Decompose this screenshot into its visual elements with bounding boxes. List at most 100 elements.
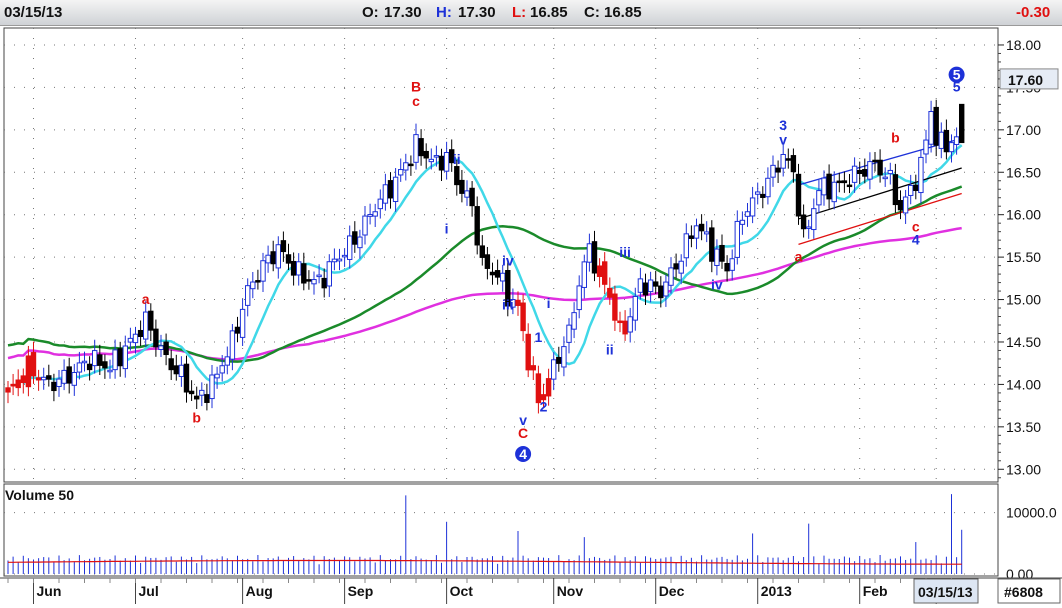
candle (556, 346, 562, 372)
candle-body (841, 180, 848, 184)
candle-body (66, 366, 72, 384)
candle (158, 334, 164, 357)
candle (311, 271, 317, 295)
candle-body (596, 265, 603, 277)
candle (15, 369, 21, 397)
wave-label: i (445, 220, 449, 236)
candle-body (673, 263, 679, 270)
low-label: L: (512, 4, 527, 21)
y-tick-label: 16.50 (1006, 164, 1041, 180)
candle (632, 287, 638, 331)
candle-body (816, 190, 822, 206)
candle (836, 172, 842, 193)
candle-body (790, 155, 797, 173)
candle-body (948, 142, 955, 153)
wave-label: iii (502, 297, 514, 313)
candle (382, 173, 389, 211)
candle-body (831, 181, 837, 203)
candle-body (872, 159, 878, 163)
candle (41, 367, 47, 390)
circled-wave-label: 4 (515, 445, 532, 462)
candle-body (535, 373, 542, 404)
candle-body (285, 254, 292, 264)
wave-circle-text: 5 (953, 67, 961, 83)
candle (290, 252, 297, 286)
candle (234, 316, 241, 343)
candle (622, 310, 628, 341)
y-tick-label: 18.00 (1006, 37, 1041, 53)
candle-body (515, 299, 521, 306)
candle (250, 271, 256, 299)
candle-body (5, 387, 11, 393)
candle-body (464, 190, 470, 198)
candle-body (770, 164, 776, 178)
candle-body (326, 261, 333, 287)
volume-panel: 10000.00.00 (4, 494, 1057, 582)
candle-body (423, 150, 429, 159)
candle (877, 149, 883, 183)
lower-channel-line (798, 192, 962, 246)
candle (148, 303, 154, 342)
candle-body (459, 179, 465, 194)
wave-label: iv (502, 253, 514, 269)
candle (913, 174, 919, 200)
candle (571, 302, 577, 339)
candle (811, 198, 817, 239)
candle-body (857, 169, 863, 175)
candle (66, 357, 72, 394)
candle (97, 344, 103, 375)
candle (857, 161, 863, 185)
y-tick-label: 16.00 (1006, 207, 1041, 223)
candle (551, 352, 557, 391)
candle-body (173, 365, 180, 375)
candle-body (959, 103, 965, 144)
candle (331, 248, 338, 271)
candle (245, 278, 251, 317)
candle-body (61, 369, 67, 384)
candle-body (168, 358, 174, 371)
candle (887, 162, 893, 185)
candle-body (92, 350, 98, 367)
candle (530, 356, 536, 381)
candle-body (698, 223, 705, 232)
candle-body (821, 177, 827, 196)
candle-body (913, 184, 919, 191)
candle-body (398, 169, 404, 176)
candle-body (877, 159, 883, 176)
candle-body (811, 208, 817, 231)
candle (76, 351, 83, 380)
volume-panel-frame (3, 483, 999, 577)
candle (545, 368, 552, 406)
candle (408, 155, 414, 176)
candle-body (372, 211, 378, 217)
candle (428, 148, 435, 170)
candle (137, 320, 144, 347)
candle (362, 205, 368, 245)
candle (112, 339, 118, 379)
candle (321, 268, 327, 298)
candle-body (505, 270, 511, 307)
candle-body (719, 244, 725, 262)
candle (872, 151, 878, 172)
candle (484, 246, 491, 280)
candle-body (510, 299, 516, 308)
wave-label: 1 (535, 329, 543, 345)
candle-body (943, 129, 950, 153)
candle-body (551, 359, 557, 380)
change-value: -0.30 (1016, 4, 1051, 21)
candle (56, 369, 62, 397)
candle (316, 264, 322, 284)
candle-body (102, 361, 108, 369)
candle (704, 221, 710, 243)
candle-body (668, 267, 674, 286)
low-value: 16.85 (530, 4, 568, 21)
candle (831, 171, 837, 210)
candle (347, 225, 353, 269)
candle-body (10, 383, 16, 387)
candle-body (214, 373, 220, 379)
candle (275, 236, 282, 279)
candle (285, 243, 292, 271)
candle-body (892, 174, 899, 206)
